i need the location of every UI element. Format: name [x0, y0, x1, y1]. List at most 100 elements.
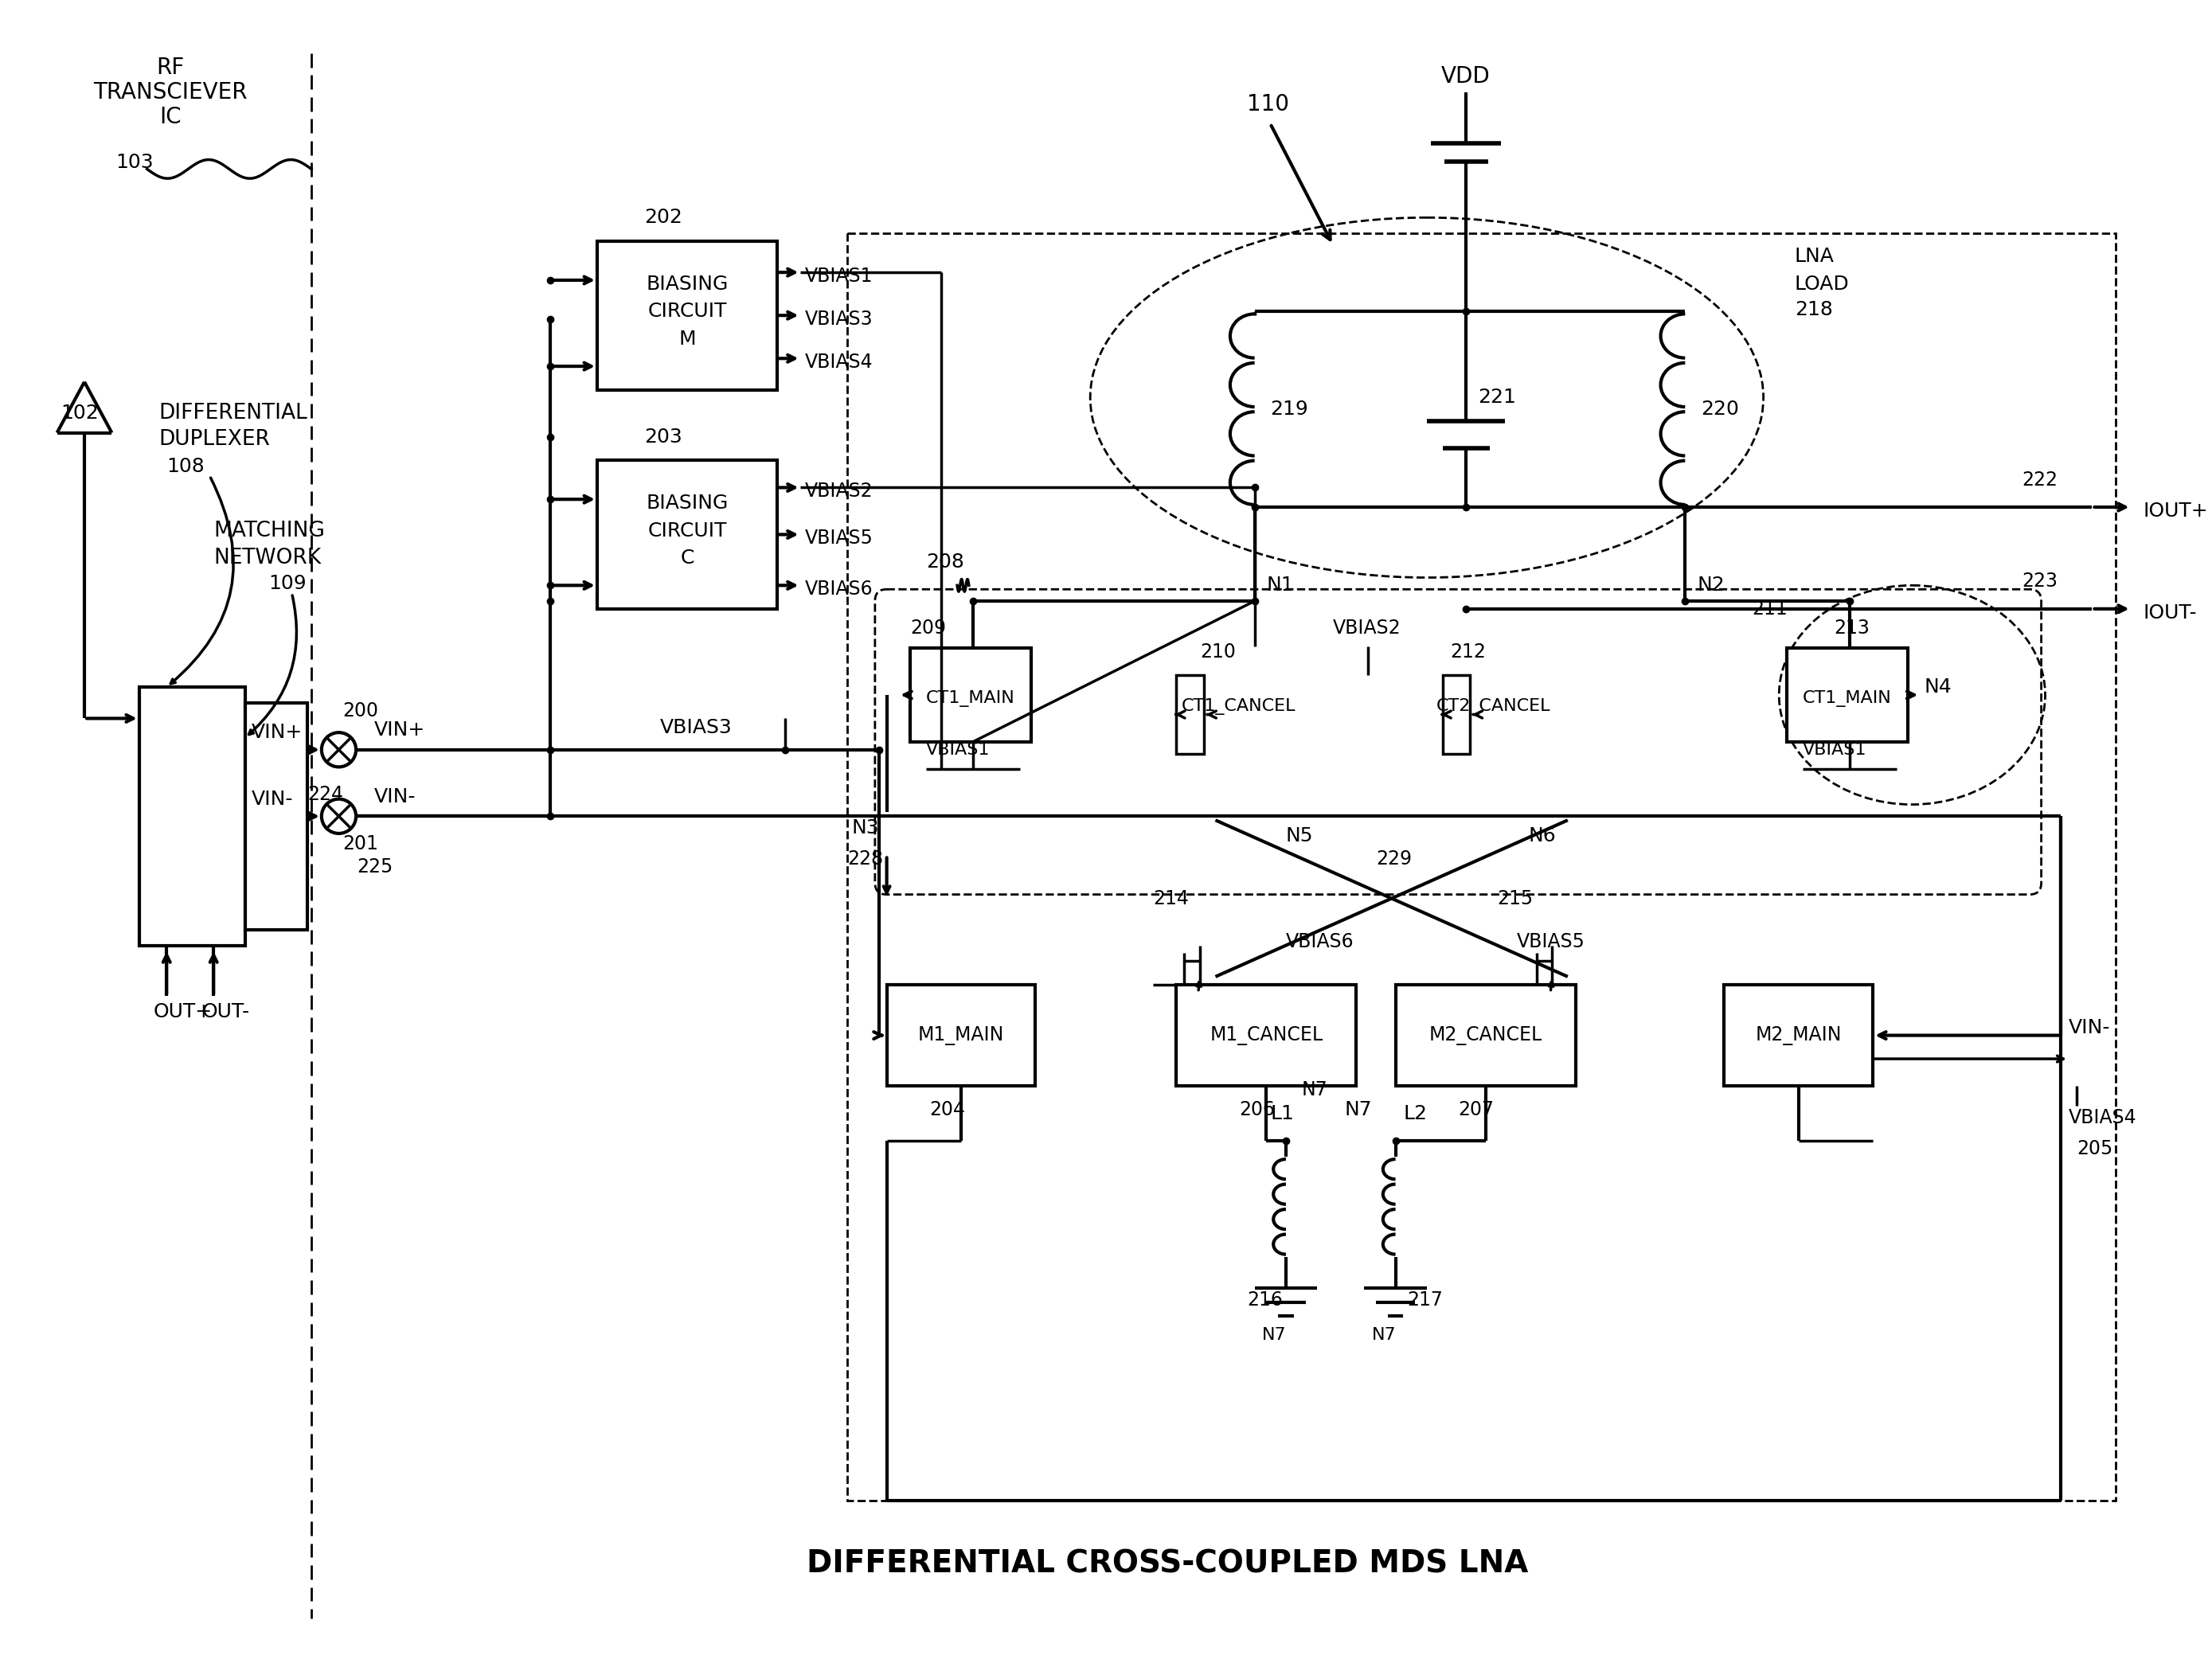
- Bar: [1177, 675, 1203, 753]
- Text: VIN-: VIN-: [2068, 1018, 2110, 1038]
- Text: 212: 212: [1451, 642, 1486, 662]
- Text: 219: 219: [1270, 399, 1307, 419]
- Text: 221: 221: [1478, 387, 1515, 407]
- Text: CT1_MAIN: CT1_MAIN: [1803, 690, 1891, 707]
- Text: VBIAS5: VBIAS5: [805, 529, 874, 549]
- Bar: [246, 703, 307, 930]
- Text: N1: N1: [1265, 575, 1294, 595]
- Text: M1_MAIN: M1_MAIN: [918, 1026, 1004, 1044]
- Text: CIRCUIT: CIRCUIT: [648, 303, 728, 321]
- Text: VBIAS6: VBIAS6: [1285, 931, 1354, 951]
- Text: CT1_CANCEL: CT1_CANCEL: [1181, 698, 1296, 715]
- Text: N7: N7: [1345, 1101, 1371, 1119]
- Text: 222: 222: [2022, 471, 2057, 489]
- Bar: [1442, 675, 1469, 753]
- Text: 102: 102: [62, 404, 100, 422]
- Text: VBIAS4: VBIAS4: [2068, 1108, 2137, 1128]
- Text: CIRCUIT: CIRCUIT: [648, 521, 728, 540]
- Text: OUT+: OUT+: [153, 1003, 212, 1021]
- Text: VIN-: VIN-: [252, 790, 292, 808]
- Text: VIN-: VIN-: [374, 787, 416, 807]
- Text: BIASING: BIASING: [646, 274, 728, 294]
- Bar: [847, 233, 2115, 1502]
- Text: VBIAS3: VBIAS3: [805, 309, 874, 329]
- Text: 202: 202: [644, 208, 681, 228]
- Text: VBIAS2: VBIAS2: [1334, 619, 1400, 639]
- Text: 217: 217: [1407, 1290, 1442, 1309]
- Text: M: M: [679, 329, 697, 349]
- Text: VBIAS2: VBIAS2: [805, 482, 874, 501]
- Text: N2: N2: [1697, 575, 1725, 595]
- Text: IOUT+: IOUT+: [2143, 502, 2208, 521]
- Text: 108: 108: [166, 457, 206, 476]
- Bar: [909, 649, 1031, 742]
- Text: 213: 213: [1834, 619, 1869, 639]
- Text: DIFFERENTIAL: DIFFERENTIAL: [159, 402, 307, 424]
- Text: OUT-: OUT-: [201, 1003, 250, 1021]
- Text: 229: 229: [1376, 850, 1411, 868]
- Text: CT2_CANCEL: CT2_CANCEL: [1436, 698, 1551, 715]
- Text: 200: 200: [343, 702, 378, 720]
- Text: 216: 216: [1248, 1290, 1283, 1309]
- Bar: [1177, 984, 1356, 1086]
- Text: 209: 209: [909, 619, 947, 639]
- Bar: [1787, 649, 1909, 742]
- Text: N3: N3: [852, 818, 878, 838]
- Text: L2: L2: [1402, 1104, 1427, 1123]
- Text: TRANSCIEVER: TRANSCIEVER: [93, 81, 248, 103]
- Text: 207: 207: [1458, 1101, 1493, 1119]
- Text: VBIAS3: VBIAS3: [659, 718, 732, 737]
- Bar: [887, 984, 1035, 1086]
- Text: LOAD: LOAD: [1794, 274, 1849, 294]
- Text: 224: 224: [307, 785, 343, 803]
- Text: IOUT-: IOUT-: [2143, 604, 2197, 622]
- Text: 211: 211: [1752, 599, 1787, 619]
- Text: 203: 203: [644, 427, 681, 446]
- Bar: [1396, 984, 1575, 1086]
- Text: VBIAS1: VBIAS1: [1803, 742, 1867, 758]
- Text: VBIAS5: VBIAS5: [1517, 931, 1586, 951]
- Text: NETWORK: NETWORK: [215, 547, 321, 569]
- Text: N6: N6: [1528, 827, 1557, 845]
- Text: MATCHING: MATCHING: [215, 521, 325, 540]
- Text: BIASING: BIASING: [646, 494, 728, 512]
- Text: L1: L1: [1270, 1104, 1294, 1123]
- Text: 206: 206: [1239, 1101, 1274, 1119]
- Text: 228: 228: [847, 850, 883, 868]
- Text: CT1_MAIN: CT1_MAIN: [927, 690, 1015, 707]
- Text: C: C: [681, 549, 695, 567]
- Text: 201: 201: [343, 835, 378, 853]
- Text: VIN+: VIN+: [252, 723, 303, 742]
- Text: 225: 225: [356, 858, 394, 876]
- Text: VDD: VDD: [1442, 65, 1491, 88]
- Text: 110: 110: [1248, 93, 1290, 115]
- Text: N7: N7: [1371, 1327, 1396, 1344]
- Bar: [139, 687, 246, 945]
- Text: IC: IC: [159, 106, 181, 128]
- Text: 109: 109: [268, 574, 305, 594]
- Text: N4: N4: [1924, 677, 1951, 697]
- Text: LNA: LNA: [1794, 248, 1834, 266]
- Text: 205: 205: [2077, 1139, 2112, 1159]
- Text: 204: 204: [929, 1101, 967, 1119]
- Text: VBIAS4: VBIAS4: [805, 353, 874, 373]
- Bar: [597, 241, 776, 389]
- Text: 103: 103: [115, 153, 153, 173]
- Text: M1_CANCEL: M1_CANCEL: [1210, 1026, 1323, 1044]
- Text: DIFFERENTIAL CROSS-COUPLED MDS LNA: DIFFERENTIAL CROSS-COUPLED MDS LNA: [807, 1548, 1528, 1578]
- Text: 208: 208: [927, 552, 964, 572]
- Text: N5: N5: [1285, 827, 1314, 845]
- Text: VIN+: VIN+: [374, 720, 425, 740]
- Text: 210: 210: [1199, 642, 1237, 662]
- Text: VBIAS1: VBIAS1: [927, 742, 991, 758]
- Text: N7: N7: [1301, 1081, 1327, 1099]
- Text: M2_MAIN: M2_MAIN: [1756, 1026, 1843, 1044]
- Text: 220: 220: [1701, 399, 1739, 419]
- Text: 218: 218: [1794, 301, 1834, 319]
- Text: RF: RF: [157, 57, 184, 78]
- Text: 223: 223: [2022, 572, 2057, 590]
- Text: 214: 214: [1152, 888, 1188, 908]
- Bar: [597, 461, 776, 609]
- Text: VBIAS6: VBIAS6: [805, 580, 874, 599]
- Text: N7: N7: [1263, 1327, 1287, 1344]
